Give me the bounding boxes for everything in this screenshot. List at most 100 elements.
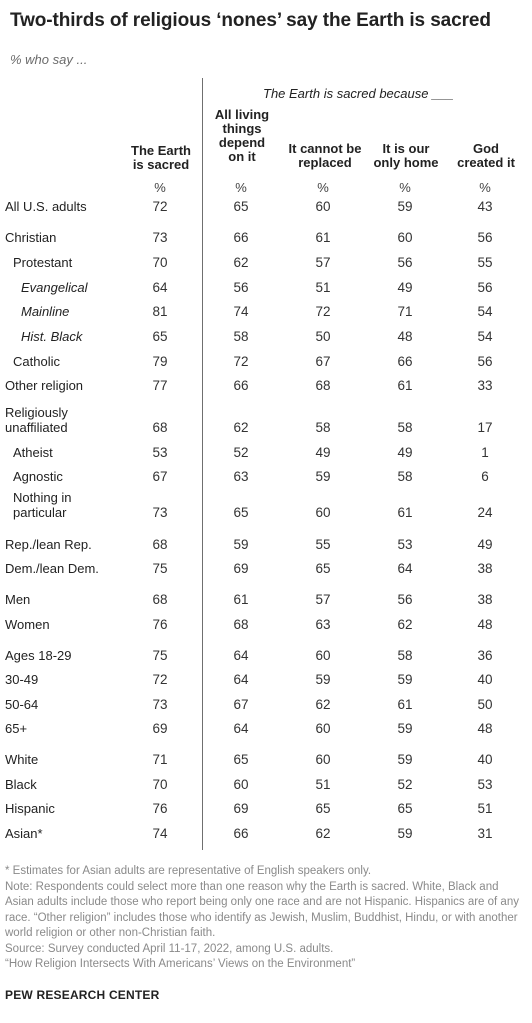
table-row: Mainline 81 74 72 71 54	[0, 279, 532, 319]
value-only-home: 59	[397, 752, 413, 767]
value-cannot-be-replaced: 67	[315, 354, 331, 369]
row-label: Ages 18-29	[5, 648, 72, 663]
value-god-created: 56	[477, 354, 493, 369]
footnote-asterisk: * Estimates for Asian adults are represe…	[5, 865, 372, 877]
value-cannot-be-replaced: 63	[315, 617, 331, 632]
row-label: Atheist	[13, 445, 53, 460]
row-label: Christian	[5, 230, 57, 245]
row-label: All U.S. adults	[5, 199, 87, 214]
footnotes: * Estimates for Asian adults are represe…	[5, 864, 525, 973]
table-row: Dem./lean Dem. 75 69 65 64 38	[0, 536, 532, 576]
value-god-created: 48	[477, 617, 493, 632]
value-living-things: 65	[233, 752, 249, 767]
value-cannot-be-replaced: 57	[315, 592, 331, 607]
value-god-created: 1	[481, 445, 489, 460]
table-row: Women 76 68 63 62 48	[0, 592, 532, 632]
value-god-created: 38	[477, 561, 493, 576]
value-cannot-be-replaced: 65	[315, 801, 331, 816]
value-only-home: 58	[397, 648, 413, 663]
value-living-things: 66	[233, 826, 249, 841]
group-header: The Earth is sacred because ___	[263, 86, 454, 101]
value-earth-sacred: 68	[152, 592, 168, 607]
table-row: Catholic 79 72 67 66 56	[0, 329, 532, 369]
row-label: Agnostic	[13, 469, 63, 484]
value-earth-sacred: 73	[152, 697, 168, 712]
row-label: Black	[5, 777, 37, 792]
column-divider	[202, 78, 203, 850]
value-god-created: 56	[477, 230, 493, 245]
value-living-things: 64	[233, 672, 249, 687]
value-earth-sacred: 74	[152, 826, 168, 841]
row-label: White	[5, 752, 39, 767]
value-earth-sacred: 70	[152, 777, 168, 792]
value-living-things: 67	[233, 697, 249, 712]
value-earth-sacred: 75	[152, 561, 168, 576]
column-header-only-home: It is our only home	[373, 141, 439, 170]
value-only-home: 58	[397, 420, 413, 435]
value-god-created: 40	[477, 752, 493, 767]
row-label: Rep./lean Rep.	[5, 537, 92, 552]
column-header-living-things: All living things depend on it	[214, 107, 270, 164]
value-cannot-be-replaced: 60	[315, 505, 331, 520]
value-god-created: 56	[477, 280, 493, 295]
value-only-home: 64	[397, 561, 413, 576]
row-label: Religiously unaffiliated	[5, 405, 68, 435]
row-label: Dem./lean Dem.	[5, 561, 99, 576]
value-living-things: 65	[233, 505, 249, 520]
pct-symbol: %	[479, 180, 491, 195]
value-earth-sacred: 67	[152, 469, 168, 484]
value-only-home: 48	[397, 329, 413, 344]
value-only-home: 66	[397, 354, 413, 369]
value-living-things: 64	[233, 721, 249, 736]
value-god-created: 49	[477, 537, 493, 552]
value-cannot-be-replaced: 59	[315, 469, 331, 484]
value-earth-sacred: 64	[152, 280, 168, 295]
value-god-created: 38	[477, 592, 493, 607]
value-living-things: 68	[233, 617, 249, 632]
row-label: Hispanic	[5, 801, 55, 816]
value-living-things: 72	[233, 354, 249, 369]
value-god-created: 54	[477, 304, 493, 319]
column-header-god-created: God created it	[457, 141, 515, 170]
value-god-created: 48	[477, 721, 493, 736]
value-earth-sacred: 68	[152, 537, 168, 552]
value-only-home: 61	[397, 697, 413, 712]
row-label: Nothing in particular	[13, 490, 72, 520]
value-god-created: 43	[477, 199, 493, 214]
value-god-created: 53	[477, 777, 493, 792]
table-row: 65+ 69 64 60 59 48	[0, 696, 532, 736]
value-cannot-be-replaced: 65	[315, 561, 331, 576]
value-living-things: 59	[233, 537, 249, 552]
pct-symbol: %	[235, 180, 247, 195]
value-cannot-be-replaced: 59	[315, 672, 331, 687]
row-label: 50-64	[5, 697, 39, 712]
table-row: Rep./lean Rep. 68 59 55 53 49	[0, 512, 532, 552]
table-row: Atheist 53 52 49 49 1	[0, 420, 532, 460]
footnote-note: Note: Respondents could select more than…	[5, 880, 519, 940]
value-living-things: 66	[233, 230, 249, 245]
column-header-cannot-be-replaced: It cannot be replaced	[288, 141, 362, 170]
value-god-created: 51	[477, 801, 493, 816]
value-cannot-be-replaced: 62	[315, 697, 331, 712]
value-only-home: 56	[397, 592, 413, 607]
value-only-home: 49	[397, 280, 413, 295]
value-only-home: 59	[397, 199, 413, 214]
value-cannot-be-replaced: 60	[315, 752, 331, 767]
value-earth-sacred: 73	[152, 230, 168, 245]
value-cannot-be-replaced: 60	[315, 721, 331, 736]
value-earth-sacred: 81	[152, 304, 168, 319]
chart-subtitle: % who say ...	[10, 52, 88, 67]
value-living-things: 58	[233, 329, 249, 344]
value-only-home: 56	[397, 255, 413, 270]
value-god-created: 54	[477, 329, 493, 344]
footnote-report: “How Religion Intersects With Americans’…	[5, 958, 356, 970]
table-row: Other religion 77 66 68 61 33	[0, 353, 532, 393]
table-row: Asian* 74 66 62 59 31	[0, 801, 532, 841]
value-living-things: 64	[233, 648, 249, 663]
value-living-things: 61	[233, 592, 249, 607]
value-earth-sacred: 70	[152, 255, 168, 270]
row-label: Hist. Black	[21, 329, 83, 344]
value-only-home: 62	[397, 617, 413, 632]
table-row: Black 70 60 51 52 53	[0, 752, 532, 792]
value-earth-sacred: 72	[152, 199, 168, 214]
